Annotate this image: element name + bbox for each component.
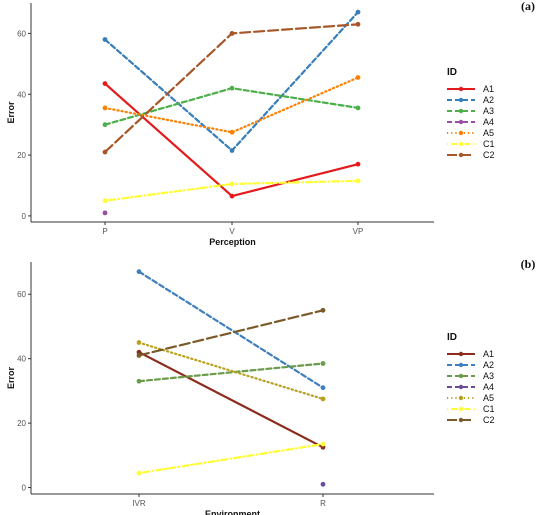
legend-label-A5: A5 xyxy=(483,128,494,138)
y-tick-label: 40 xyxy=(17,90,26,99)
legend-key-point-A2 xyxy=(458,97,464,103)
data-point-C1 xyxy=(320,441,326,447)
x-tick-label: R xyxy=(320,499,326,508)
data-point-A1 xyxy=(355,161,361,167)
y-tick-label: 0 xyxy=(22,484,27,493)
legend-title: ID xyxy=(447,67,457,78)
legend-label-C1: C1 xyxy=(483,139,495,149)
series-line-A2 xyxy=(137,270,325,389)
series-line-A3 xyxy=(137,362,325,383)
data-point-C1 xyxy=(102,198,108,204)
legend-key-point-A2 xyxy=(458,362,464,368)
data-point-A1 xyxy=(102,81,108,87)
series-line-A5 xyxy=(137,341,325,400)
x-axis-title: Environment xyxy=(205,509,260,515)
legend-label-A2: A2 xyxy=(483,360,494,370)
series-line-A1 xyxy=(137,351,325,449)
legend-key-point-C2 xyxy=(458,152,464,158)
data-point-C2 xyxy=(320,307,326,313)
data-point-A2 xyxy=(102,37,108,42)
legend-label-A2: A2 xyxy=(483,95,494,105)
legend-key-point-A1 xyxy=(458,351,464,357)
data-point-C1 xyxy=(355,178,361,184)
data-point-A1 xyxy=(229,193,235,199)
legend-key-point-C1 xyxy=(458,141,464,147)
data-point-C1 xyxy=(229,181,235,187)
legend-key-point-A4 xyxy=(458,384,464,390)
x-tick-label: P xyxy=(102,227,107,236)
legend-label-C1: C1 xyxy=(483,404,495,414)
legend-label-A1: A1 xyxy=(483,84,494,94)
legend-key-point-C1 xyxy=(458,406,464,412)
data-point-A3 xyxy=(136,378,142,384)
data-point-A3 xyxy=(102,122,108,128)
data-point-A5 xyxy=(355,75,361,80)
chart-panel-2: 0 20 40 60 IVR R Environment Error (b) ID A1A2A3A4… xyxy=(6,257,535,515)
panel-label: (b) xyxy=(521,257,536,271)
series-line-A5 xyxy=(103,76,360,134)
y-axis-title: Error xyxy=(6,367,16,390)
x-tick-label: VP xyxy=(353,227,364,236)
y-tick-label: 20 xyxy=(17,419,26,428)
series-line-A1 xyxy=(103,82,360,198)
legend-key-point-C2 xyxy=(458,417,464,423)
legend-key-point-A5 xyxy=(458,130,464,136)
data-point-C2 xyxy=(102,149,108,155)
series-line-C1 xyxy=(137,443,325,475)
legend-key-point-A1 xyxy=(458,86,464,92)
data-point-C1 xyxy=(136,470,142,476)
data-point-A5 xyxy=(320,396,326,402)
y-tick-label: 60 xyxy=(17,29,26,38)
data-point-A4 xyxy=(102,210,108,216)
data-point-C2 xyxy=(355,21,361,27)
y-tick-label: 0 xyxy=(22,212,27,221)
legend-key-point-A3 xyxy=(458,373,464,379)
data-point-A2 xyxy=(320,385,326,391)
x-tick-label: IVR xyxy=(132,499,146,508)
y-tick-label: 60 xyxy=(17,290,26,299)
x-tick-label: V xyxy=(229,227,235,236)
data-point-A2 xyxy=(229,148,235,153)
legend-label-A1: A1 xyxy=(483,349,494,359)
legend-label-A3: A3 xyxy=(483,371,494,381)
data-point-A2 xyxy=(355,9,361,15)
y-tick-label: 20 xyxy=(17,151,26,160)
chart-panel-1: 0 20 40 60 P V VP Perception Error (a) ID A1A2A3A4A… xyxy=(6,0,535,247)
data-point-C2 xyxy=(136,353,142,358)
x-axis-title: Perception xyxy=(209,237,256,247)
series-line-A3 xyxy=(103,87,360,126)
panel-label: (a) xyxy=(521,0,535,13)
series-line-C2 xyxy=(137,309,325,357)
legend-key-point-A3 xyxy=(458,108,464,114)
data-point-A5 xyxy=(102,105,108,111)
y-axis-title: Error xyxy=(6,101,16,124)
data-point-A5 xyxy=(229,129,235,135)
data-point-A5 xyxy=(136,340,142,345)
legend-label-C2: C2 xyxy=(483,150,495,160)
legend-label-A4: A4 xyxy=(483,117,494,127)
data-point-A3 xyxy=(229,85,235,91)
data-point-A2 xyxy=(136,269,142,275)
legend-label-C2: C2 xyxy=(483,415,495,425)
legend-key-point-A5 xyxy=(458,395,464,401)
y-tick-label: 40 xyxy=(17,355,26,364)
legend-key-point-A4 xyxy=(458,119,464,125)
data-point-A3 xyxy=(355,105,361,111)
data-point-A3 xyxy=(320,361,326,366)
data-point-A4 xyxy=(320,481,326,487)
legend-label-A4: A4 xyxy=(483,382,494,392)
data-point-C2 xyxy=(229,31,235,36)
legend-title: ID xyxy=(447,332,457,343)
legend-label-A5: A5 xyxy=(483,393,494,403)
legend-label-A3: A3 xyxy=(483,106,494,116)
